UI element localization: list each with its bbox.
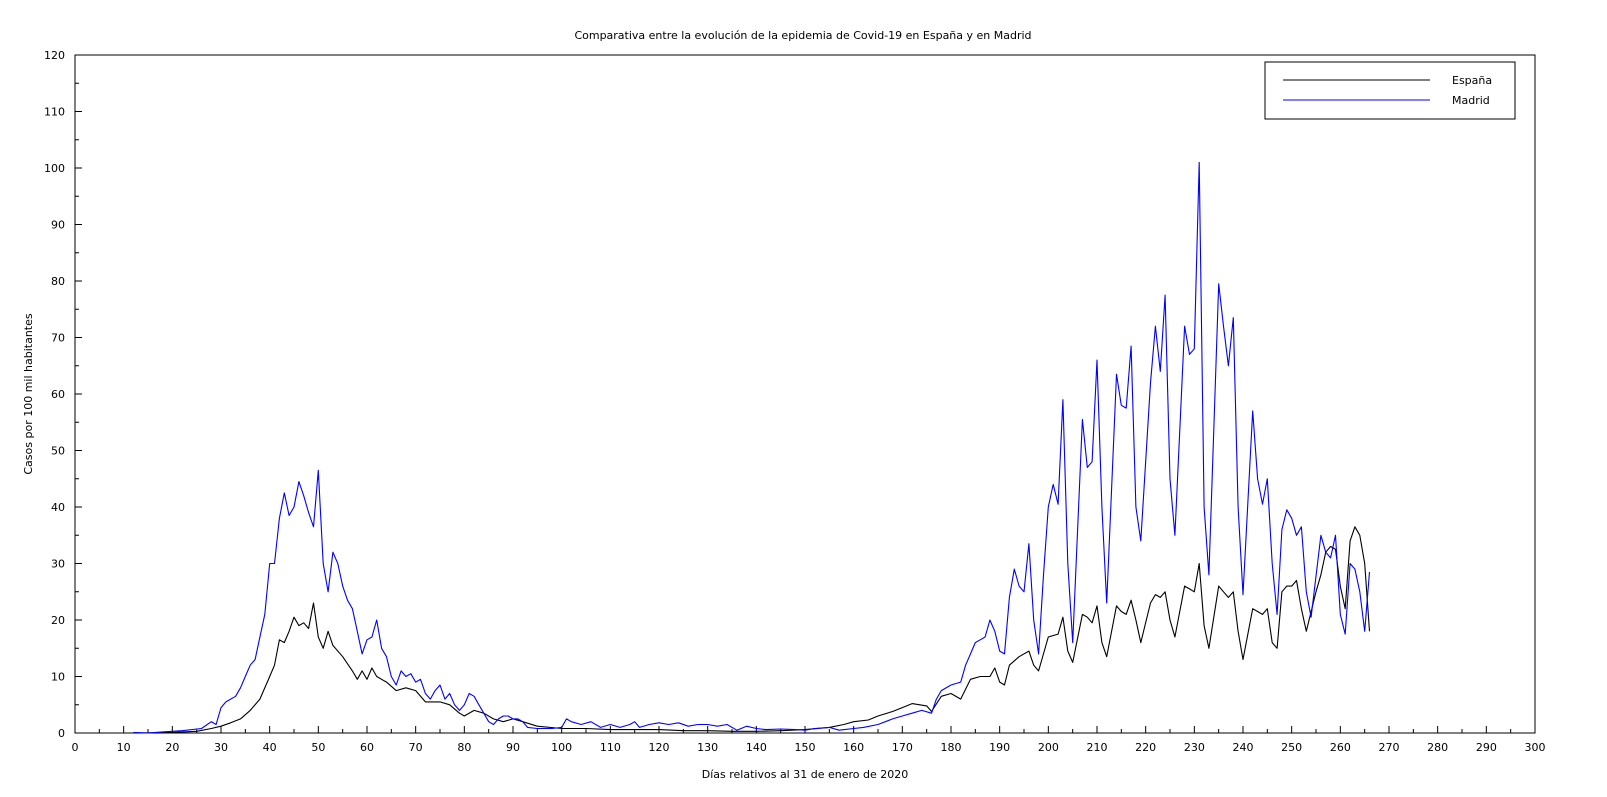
x-tick-label: 200 (1038, 741, 1059, 754)
y-axis-label: Casos por 100 mil habitantes (22, 313, 35, 475)
x-tick-label: 30 (214, 741, 228, 754)
x-tick-label: 190 (989, 741, 1010, 754)
plot-area (74, 54, 1536, 734)
x-tick-label: 170 (892, 741, 913, 754)
x-tick-label: 180 (941, 741, 962, 754)
x-tick-label: 110 (600, 741, 621, 754)
y-tick-label: 20 (51, 614, 65, 627)
x-tick-label: 90 (506, 741, 520, 754)
x-tick-label: 160 (843, 741, 864, 754)
x-tick-label: 70 (409, 741, 423, 754)
y-tick-label: 10 (51, 671, 65, 684)
x-tick-label: 100 (551, 741, 572, 754)
x-tick-label: 150 (795, 741, 816, 754)
legend-box (1264, 61, 1516, 120)
y-tick-label: 80 (51, 275, 65, 288)
y-tick-label: 60 (51, 388, 65, 401)
x-tick-label: 240 (1233, 741, 1254, 754)
series-line-espana (133, 526, 1371, 734)
x-tick-label: 230 (1184, 741, 1205, 754)
x-tick-label: 270 (1379, 741, 1400, 754)
x-tick-label: 120 (649, 741, 670, 754)
x-tick-label: 210 (1087, 741, 1108, 754)
y-tick-label: 50 (51, 445, 65, 458)
x-axis: 0 10 20 30 40 50 60 70 80 90 100 110 120 130 140 150 160… (72, 726, 1546, 754)
x-axis-label: Días relativos al 31 de enero de 2020 (702, 768, 908, 781)
legend-label-madrid: Madrid (1452, 94, 1490, 107)
y-tick-label: 70 (51, 332, 65, 345)
legend: España Madrid (1264, 61, 1516, 120)
y-tick-label: 40 (51, 501, 65, 514)
y-tick-label: 100 (44, 162, 65, 175)
series-line-madrid (133, 161, 1371, 734)
x-tick-label: 50 (311, 741, 325, 754)
y-tick-label: 30 (51, 558, 65, 571)
x-tick-label: 130 (697, 741, 718, 754)
legend-label-espana: España (1452, 74, 1492, 87)
x-tick-label: 0 (72, 741, 79, 754)
x-tick-label: 280 (1427, 741, 1448, 754)
y-tick-label: 90 (51, 219, 65, 232)
y-tick-label: 110 (44, 106, 65, 119)
x-tick-label: 290 (1476, 741, 1497, 754)
x-tick-label: 20 (165, 741, 179, 754)
y-tick-label: 0 (58, 727, 65, 740)
y-tick-label: 120 (44, 49, 65, 62)
x-tick-label: 250 (1281, 741, 1302, 754)
x-tick-label: 300 (1525, 741, 1546, 754)
x-tick-label: 220 (1135, 741, 1156, 754)
x-tick-label: 60 (360, 741, 374, 754)
chart-title: Comparativa entre la evolución de la epi… (574, 29, 1031, 42)
x-tick-label: 80 (457, 741, 471, 754)
x-tick-label: 260 (1330, 741, 1351, 754)
x-tick-label: 10 (117, 741, 131, 754)
x-tick-label: 140 (746, 741, 767, 754)
x-tick-label: 40 (263, 741, 277, 754)
series-layer (133, 161, 1371, 734)
y-axis: 0 10 20 30 40 50 60 70 80 90 100 110 120 (44, 49, 82, 740)
